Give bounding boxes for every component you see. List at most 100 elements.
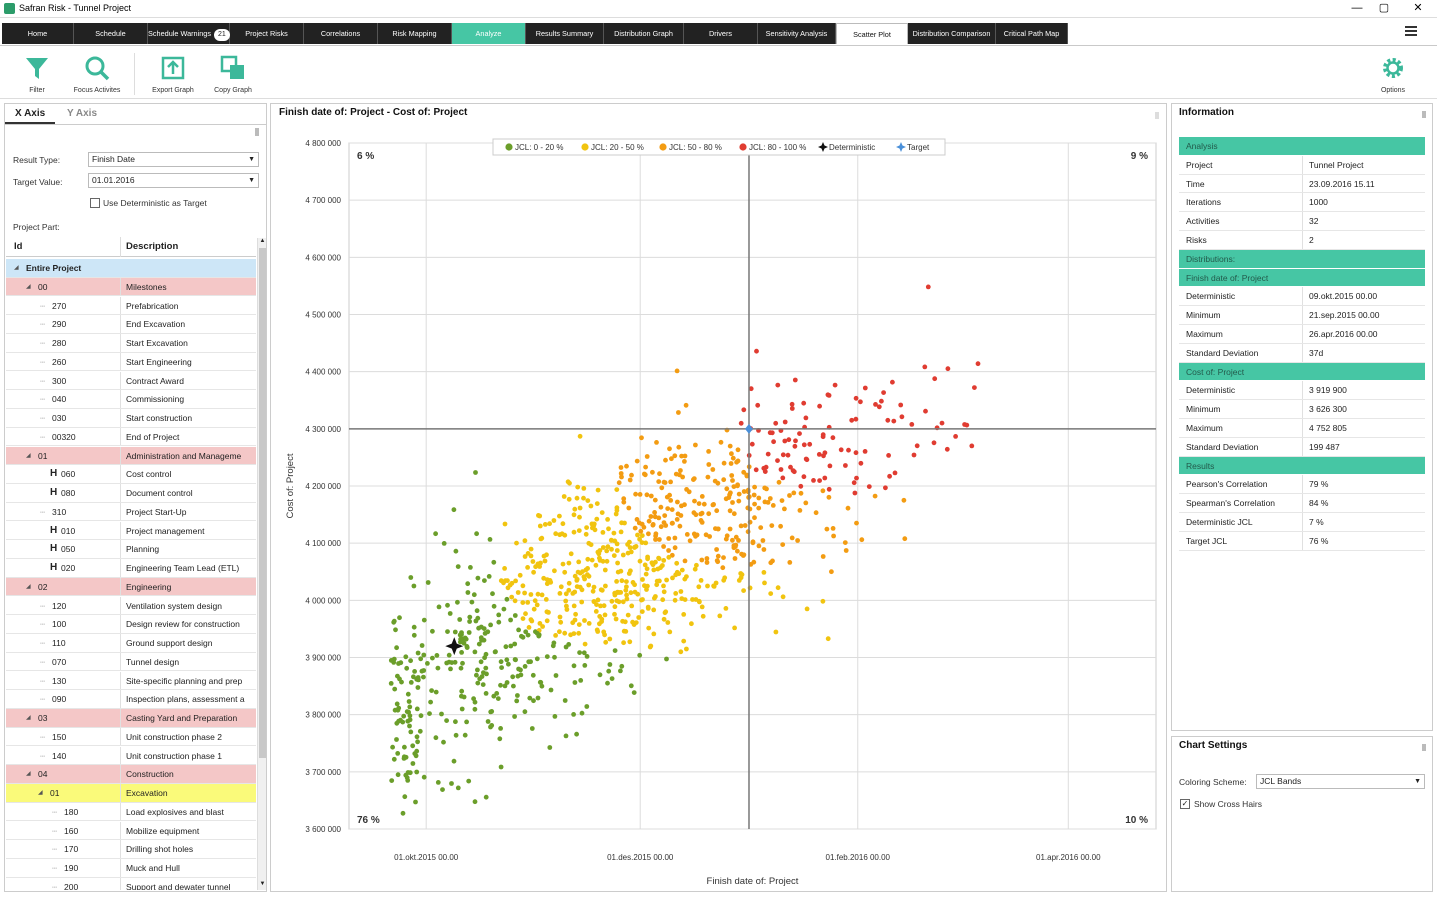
tab-results-summary[interactable]: Results Summary (526, 23, 604, 44)
tree-row[interactable]: ┄ 300 Contract Award (6, 371, 256, 391)
tree-row[interactable]: ┄ 090 Inspection plans, assessment a (6, 690, 256, 709)
tab-schedule[interactable]: Schedule (74, 23, 148, 44)
maximize-button[interactable]: ▢ (1378, 2, 1390, 14)
tree-group-row[interactable]: ◢ 02 Engineering (6, 577, 256, 597)
tree-row[interactable]: ┄ 270 Prefabrication (6, 296, 256, 316)
tree-row[interactable]: ┄ 040 Commissioning (6, 390, 256, 409)
tree-row[interactable]: ┄ 200 Support and dewater tunnel (6, 877, 256, 890)
scatter-point (407, 713, 413, 719)
result-type-select[interactable]: Finish Date ▼ (88, 152, 259, 167)
tree-scrollbar[interactable]: ▲ ▼ (257, 238, 266, 890)
tab-drivers[interactable]: Drivers (684, 23, 758, 44)
tab-schedule-warnings[interactable]: Schedule Warnings 21 (148, 23, 230, 44)
scatter-point (678, 589, 684, 594)
tree-row[interactable]: ┄ 150 Unit construction phase 2 (6, 727, 256, 747)
tree-root-row[interactable]: ◢ Entire Project (6, 259, 256, 278)
scatter-point (605, 680, 610, 686)
scatter-point (607, 636, 613, 642)
tree-row[interactable]: ┄ 170 Drilling shot holes (6, 840, 256, 859)
show-crosshairs-checkbox[interactable]: ✓ (1180, 799, 1190, 809)
tree-row[interactable]: ┄ 160 Mobilize equipment (6, 821, 256, 841)
scatter-point (621, 499, 627, 505)
tab-home[interactable]: Home (2, 23, 74, 44)
coloring-scheme-select[interactable]: JCL Bands ▼ (1256, 774, 1425, 789)
tab-sensitivity-analysis[interactable]: Sensitivity Analysis (758, 23, 836, 44)
col-description-header[interactable]: Description (126, 241, 179, 252)
tree-row[interactable]: ┄ 260 Start Engineering (6, 352, 256, 372)
pin-icon[interactable] (1155, 112, 1159, 119)
tree-row[interactable]: ◢ 01 Excavation (6, 784, 256, 803)
scatter-point (410, 761, 416, 766)
tree-group-row[interactable]: ◢ 04 Construction (6, 765, 256, 784)
expand-toggle-icon[interactable]: ◢ (26, 452, 31, 459)
tree-row[interactable]: ┄ 290 End Excavation (6, 315, 256, 334)
tree-row[interactable]: ┄ 120 Ventilation system design (6, 596, 256, 616)
expand-toggle-icon[interactable]: ◢ (26, 715, 31, 721)
tree-row[interactable]: ┄ 140 Unit construction phase 1 (6, 746, 256, 766)
expand-toggle-icon[interactable]: ◢ (26, 771, 31, 778)
expand-toggle-icon[interactable]: ◢ (26, 283, 31, 290)
tab-distribution-graph[interactable]: Distribution Graph (604, 23, 684, 44)
export-graph-button[interactable]: Export Graph (148, 51, 198, 94)
tree-group-row[interactable]: ◢ 00 Milestones (6, 277, 256, 297)
filter-button[interactable]: Filter (22, 51, 52, 94)
scatter-point (498, 726, 503, 731)
tab-correlations[interactable]: Correlations (304, 23, 378, 44)
options-button[interactable]: Options (1375, 51, 1411, 94)
close-button[interactable]: ✕ (1413, 2, 1423, 14)
tree-group-row[interactable]: ◢ 03 Casting Yard and Preparation (6, 709, 256, 728)
scatter-point (730, 455, 736, 461)
tab-x-axis[interactable]: X Axis (5, 104, 56, 124)
tree-row[interactable]: ┄ 130 Site-specific planning and prep (6, 671, 256, 691)
tab-y-axis[interactable]: Y Axis (67, 108, 98, 119)
tree-row[interactable]: ┄ 110 Ground support design (6, 634, 256, 653)
target-value-input[interactable]: 01.01.2016 ▼ (88, 173, 259, 188)
pin-icon[interactable] (1422, 744, 1426, 751)
scroll-down-icon[interactable]: ▼ (259, 881, 266, 887)
focus-activities-button[interactable]: Focus Activites (68, 51, 126, 94)
pin-icon[interactable] (1422, 111, 1426, 118)
tab-distribution-comparison[interactable]: Distribution Comparison (908, 23, 996, 44)
scroll-up-icon[interactable]: ▲ (259, 238, 266, 244)
expand-toggle-icon[interactable]: ◢ (14, 265, 19, 271)
tree-row[interactable]: ┄ 030 Start construction (6, 409, 256, 428)
expand-toggle-icon[interactable]: ◢ (26, 583, 31, 590)
tree-row[interactable]: H 060 Cost control (6, 465, 256, 484)
scatter-point (664, 494, 670, 500)
tab-project-risks[interactable]: Project Risks (230, 23, 304, 44)
minimize-button[interactable]: — (1351, 2, 1363, 14)
tree-row[interactable]: H 050 Planning (6, 540, 256, 559)
scatter-point (679, 567, 685, 573)
tree-row[interactable]: H 080 Document control (6, 484, 256, 503)
tree-row-description: Drilling shot holes (126, 844, 194, 855)
tab-scatter-plot[interactable]: Scatter Plot (836, 23, 908, 44)
tab-critical-path-map[interactable]: Critical Path Map (996, 23, 1068, 44)
tree-row[interactable]: ┄ 100 Design review for construction (6, 615, 256, 634)
tree-row[interactable]: ┄ 070 Tunnel design (6, 652, 256, 672)
expand-toggle-icon[interactable]: ◢ (38, 790, 43, 796)
main-tab-bar: Home Schedule Schedule Warnings 21 Project R… (0, 18, 1437, 46)
tree-row[interactable]: ┄ 180 Load explosives and blast (6, 802, 256, 822)
copy-graph-button[interactable]: Copy Graph (208, 51, 258, 94)
scatter-plot[interactable]: 3 600 000 3 700 000 3 800 000 3 900 000 4 00… (271, 122, 1166, 891)
tab-label: Distribution Comparison (912, 29, 991, 38)
tree-row[interactable]: ┄ 310 Project Start-Up (6, 502, 256, 522)
tab-analyze[interactable]: Analyze (452, 23, 526, 44)
pin-icon[interactable] (255, 128, 259, 136)
scatter-point (640, 597, 645, 602)
hamburger-menu-icon[interactable] (1405, 26, 1417, 36)
tree-group-row[interactable]: ◢ 01 Administration and Manageme (6, 446, 256, 466)
tree-row[interactable]: ┄ 00320 End of Project (6, 427, 256, 447)
tree-row[interactable]: H 010 Project management (6, 521, 256, 541)
tab-risk-mapping[interactable]: Risk Mapping (378, 23, 452, 44)
tree-row[interactable]: ┄ 190 Muck and Hull (6, 859, 256, 878)
scatter-point (531, 606, 537, 612)
use-deterministic-checkbox[interactable] (90, 198, 100, 208)
scroll-thumb[interactable] (259, 248, 266, 758)
col-id-header[interactable]: Id (14, 241, 23, 252)
tree-row[interactable]: H 020 Engineering Team Lead (ETL) (6, 559, 256, 578)
scatter-point (629, 472, 634, 478)
tree-row[interactable]: ┄ 280 Start Excavation (6, 334, 256, 353)
legend-swatch (581, 143, 589, 151)
scatter-point (628, 590, 634, 596)
